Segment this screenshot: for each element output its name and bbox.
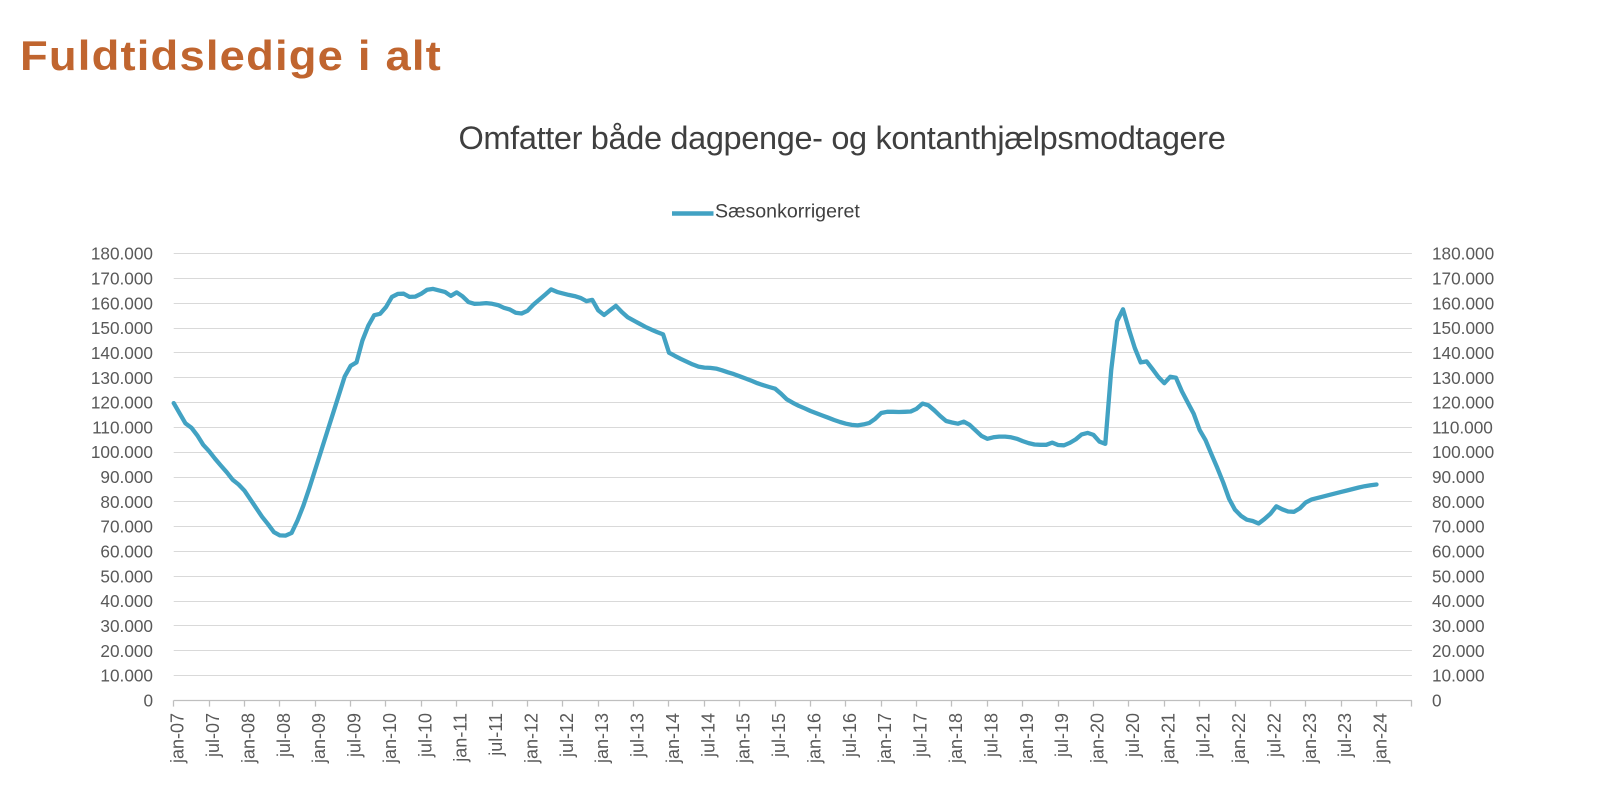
svg-text:jan-20: jan-20 xyxy=(1088,713,1108,764)
svg-text:40.000: 40.000 xyxy=(1432,591,1485,611)
svg-text:jul-07: jul-07 xyxy=(203,713,223,758)
svg-text:jan-07: jan-07 xyxy=(168,713,188,764)
svg-text:100.000: 100.000 xyxy=(1432,442,1494,462)
svg-text:170.000: 170.000 xyxy=(1432,269,1494,289)
svg-text:130.000: 130.000 xyxy=(91,368,153,388)
svg-text:180.000: 180.000 xyxy=(1432,244,1494,264)
svg-text:80.000: 80.000 xyxy=(1432,492,1485,512)
svg-text:jul-23: jul-23 xyxy=(1335,713,1355,758)
svg-text:40.000: 40.000 xyxy=(100,591,153,611)
svg-text:jul-10: jul-10 xyxy=(415,713,435,758)
svg-text:0: 0 xyxy=(1432,690,1442,710)
svg-text:jan-15: jan-15 xyxy=(734,713,754,764)
svg-text:150.000: 150.000 xyxy=(91,318,153,338)
svg-text:jul-22: jul-22 xyxy=(1264,713,1284,758)
svg-text:160.000: 160.000 xyxy=(91,293,153,313)
svg-text:jul-11: jul-11 xyxy=(486,713,506,757)
svg-text:70.000: 70.000 xyxy=(1432,517,1485,537)
svg-text:60.000: 60.000 xyxy=(100,542,153,562)
svg-text:jul-16: jul-16 xyxy=(840,713,860,758)
svg-text:140.000: 140.000 xyxy=(91,343,153,363)
svg-text:60.000: 60.000 xyxy=(1432,542,1485,562)
svg-text:70.000: 70.000 xyxy=(100,517,153,537)
svg-text:10.000: 10.000 xyxy=(1432,666,1485,686)
svg-text:30.000: 30.000 xyxy=(1432,616,1485,636)
svg-text:jul-17: jul-17 xyxy=(911,713,931,758)
svg-text:jan-14: jan-14 xyxy=(663,713,683,764)
svg-text:30.000: 30.000 xyxy=(100,616,153,636)
svg-text:jul-18: jul-18 xyxy=(981,713,1001,758)
svg-text:10.000: 10.000 xyxy=(100,666,153,686)
svg-text:20.000: 20.000 xyxy=(1432,641,1485,661)
svg-text:jan-24: jan-24 xyxy=(1371,713,1391,764)
svg-text:jul-13: jul-13 xyxy=(628,713,648,758)
svg-text:110.000: 110.000 xyxy=(92,417,153,437)
svg-text:jan-08: jan-08 xyxy=(238,713,258,764)
svg-text:80.000: 80.000 xyxy=(100,492,153,512)
svg-text:jan-12: jan-12 xyxy=(521,713,541,764)
svg-text:100.000: 100.000 xyxy=(91,442,153,462)
svg-text:jan-09: jan-09 xyxy=(309,713,329,764)
svg-text:Sæsonkorrigeret: Sæsonkorrigeret xyxy=(715,201,860,223)
svg-text:20.000: 20.000 xyxy=(100,641,153,661)
svg-text:jan-21: jan-21 xyxy=(1158,713,1178,764)
svg-text:90.000: 90.000 xyxy=(100,467,153,487)
svg-text:jan-17: jan-17 xyxy=(875,713,895,764)
svg-text:jul-21: jul-21 xyxy=(1194,713,1214,758)
svg-text:jul-08: jul-08 xyxy=(274,713,294,758)
svg-text:jan-10: jan-10 xyxy=(380,713,400,764)
svg-text:90.000: 90.000 xyxy=(1432,467,1485,487)
svg-text:170.000: 170.000 xyxy=(91,269,153,289)
svg-text:120.000: 120.000 xyxy=(1432,393,1494,413)
svg-text:jan-13: jan-13 xyxy=(592,713,612,764)
svg-text:120.000: 120.000 xyxy=(91,393,153,413)
svg-text:110.000: 110.000 xyxy=(1432,417,1493,437)
svg-text:150.000: 150.000 xyxy=(1432,318,1494,338)
svg-text:jan-11: jan-11 xyxy=(451,713,471,763)
svg-text:50.000: 50.000 xyxy=(100,566,153,586)
svg-text:jul-12: jul-12 xyxy=(557,713,577,758)
svg-text:jul-20: jul-20 xyxy=(1123,713,1143,758)
svg-text:jul-14: jul-14 xyxy=(698,713,718,758)
svg-text:140.000: 140.000 xyxy=(1432,343,1494,363)
svg-text:jan-18: jan-18 xyxy=(946,713,966,764)
svg-text:0: 0 xyxy=(143,690,153,710)
svg-text:jan-16: jan-16 xyxy=(804,713,824,764)
svg-text:jan-23: jan-23 xyxy=(1300,713,1320,764)
svg-text:jul-19: jul-19 xyxy=(1052,713,1072,758)
svg-text:jan-22: jan-22 xyxy=(1229,713,1249,764)
svg-text:180.000: 180.000 xyxy=(91,244,153,264)
svg-text:jul-15: jul-15 xyxy=(769,713,789,758)
svg-text:130.000: 130.000 xyxy=(1432,368,1494,388)
svg-text:160.000: 160.000 xyxy=(1432,293,1494,313)
svg-text:jan-19: jan-19 xyxy=(1017,713,1037,764)
svg-text:50.000: 50.000 xyxy=(1432,566,1485,586)
svg-text:jul-09: jul-09 xyxy=(345,713,365,758)
